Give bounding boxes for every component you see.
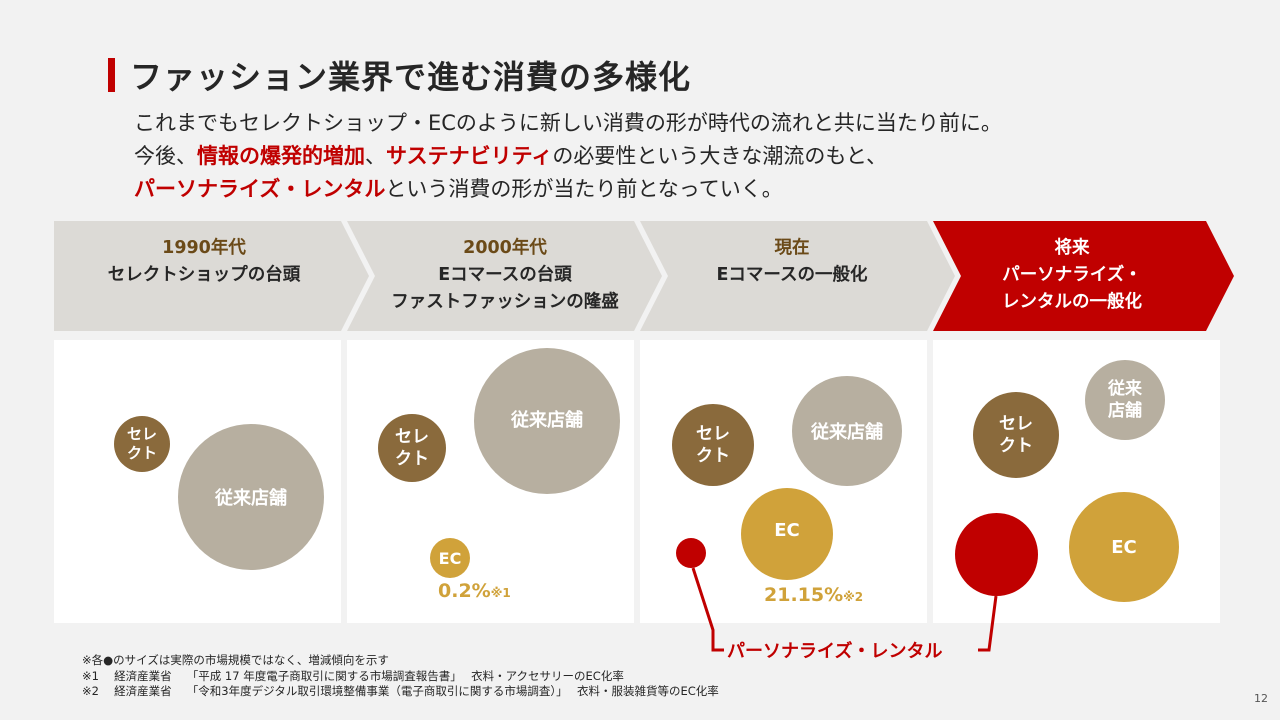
lead-line-3: パーソナライズ・レンタルという消費の形が当たり前となっていく。	[134, 173, 1002, 206]
ec-share-2000s: 0.2%※1	[438, 580, 511, 602]
page-number: 12	[1254, 692, 1268, 705]
title-accent-bar	[108, 58, 115, 92]
circle-traditional-store: 従来店舗	[474, 348, 620, 494]
footnotes: ※各●のサイズは実際の市場規模ではなく、増減傾向を示す ※1 経済産業省 「平成…	[82, 653, 719, 700]
circle-ec: EC	[430, 538, 470, 578]
era-description: パーソナライズ・	[1002, 265, 1142, 285]
circle-ec: EC	[1069, 492, 1179, 602]
footnote-mark: ※2	[843, 590, 864, 604]
lead-text-segment: の必要性という大きな潮流のもと、	[552, 144, 888, 168]
era-description: Eコマースの台頭	[438, 265, 572, 285]
lead-text-segment: という消費の形が当たり前となっていく。	[385, 177, 783, 201]
lead-text-segment: 今後、	[134, 144, 197, 168]
footnote-mark: ※1	[490, 586, 511, 600]
panel-present	[640, 340, 927, 623]
era-year: 2000年代	[463, 238, 547, 258]
footnote-1: ※1 経済産業省 「平成 17 年度電子商取引に関する市場調査報告書」 衣料・ア…	[82, 668, 624, 683]
era-year: 将来	[1054, 238, 1090, 258]
footnote-size: ※各●のサイズは実際の市場規模ではなく、増減傾向を示す	[82, 653, 389, 667]
highlight-information-explosion: 情報の爆発的増加	[197, 144, 365, 168]
era-year: 1990年代	[162, 238, 246, 258]
ec-share-value: 21.15%	[764, 584, 844, 606]
lead-text-segment: 、	[365, 144, 386, 168]
highlight-personalize-rental: パーソナライズ・レンタル	[134, 177, 386, 201]
circle-traditional-store: 従来店舗	[178, 424, 324, 570]
footnote-2: ※2 経済産業省 「令和3年度デジタル取引環境整備事業（電子商取引に関する市場調…	[82, 684, 719, 698]
circle-select-shop: セレ クト	[973, 392, 1059, 478]
era-label-future: 将来 パーソナライズ・ レンタルの一般化	[922, 235, 1222, 316]
era-label-present: 現在 Eコマースの一般化	[642, 235, 942, 289]
callout-personalize-rental: パーソナライズ・レンタル	[727, 641, 943, 662]
era-description: レンタルの一般化	[1002, 292, 1142, 312]
circle-traditional-store: 従来 店舗	[1085, 360, 1165, 440]
chevron-future	[933, 221, 1234, 331]
chevron-1990s	[54, 221, 369, 331]
circle-label: EC	[774, 520, 800, 541]
lead-text: これまでもセレクトショップ・ECのように新しい消費の形が時代の流れと共に当たり前…	[134, 107, 1002, 206]
circle-personalize-rental	[955, 513, 1038, 596]
circle-personalize-rental	[676, 538, 706, 568]
ec-share-present: 21.15%※2	[764, 584, 863, 606]
ec-share-value: 0.2%	[438, 580, 491, 602]
era-description: Eコマースの一般化	[716, 265, 868, 285]
page-title: ファッション業界で進む消費の多様化	[130, 58, 692, 96]
era-year: 現在	[774, 238, 810, 258]
lead-line-2: 今後、情報の爆発的増加、サステナビリティの必要性という大きな潮流のもと、	[134, 140, 1002, 173]
circle-select-shop: セレ クト	[672, 404, 754, 486]
circle-select-shop: セレ クト	[378, 414, 446, 482]
era-description: ファストファッションの隆盛	[391, 292, 619, 312]
chevron-present	[640, 221, 955, 331]
lead-line-1: これまでもセレクトショップ・ECのように新しい消費の形が時代の流れと共に当たり前…	[134, 111, 1002, 135]
circle-traditional-store: 従来店舗	[792, 376, 902, 486]
chevron-2000s	[347, 221, 662, 331]
circle-ec: EC	[741, 488, 833, 580]
era-label-2000s: 2000年代 Eコマースの台頭 ファストファッションの隆盛	[355, 235, 655, 316]
highlight-sustainability: サステナビリティ	[386, 144, 553, 168]
circle-select-shop: セレ クト	[114, 416, 170, 472]
circle-label: 従来店舗	[511, 410, 583, 431]
era-label-1990s: 1990年代 セレクトショップの台頭	[54, 235, 354, 289]
era-description: セレクトショップの台頭	[107, 265, 301, 285]
